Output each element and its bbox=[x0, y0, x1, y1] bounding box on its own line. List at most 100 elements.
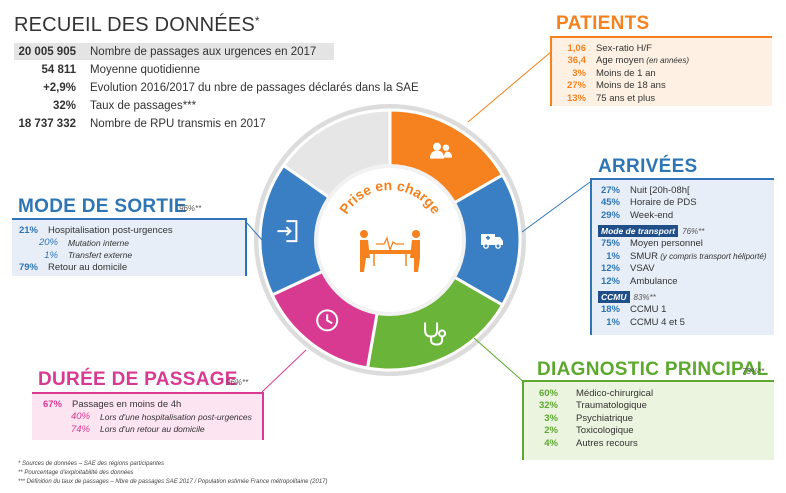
footnote-1: * Sources de données – SAE des régions p… bbox=[18, 461, 165, 467]
patients-title: PATIENTS bbox=[556, 13, 650, 34]
sortie-value: 21% bbox=[18, 224, 38, 236]
patients-label: Age moyen (en années) bbox=[596, 55, 689, 67]
diagnostic-value: 60% bbox=[538, 387, 558, 399]
transport-header: Mode de transport 76%** bbox=[598, 225, 768, 238]
duree-row: 40% Lors d'une hospitalisation post-urgen… bbox=[38, 411, 256, 424]
patients-row: 36,4 Age moyen (en années) bbox=[558, 55, 766, 68]
arrivees-value: 45% bbox=[600, 197, 620, 209]
duree-value: 67% bbox=[42, 398, 62, 410]
duree-row: 67% Passages en moins de 4h bbox=[38, 398, 256, 411]
duree-title: DURÉE DE PASSAGE bbox=[38, 369, 238, 390]
sortie-value: 20% bbox=[38, 237, 58, 249]
recueil-value: 32% bbox=[52, 99, 76, 112]
footnote-3: *** Définition du taux de passages – Nbr… bbox=[18, 479, 328, 485]
sortie-label: Mutation interne bbox=[68, 237, 129, 248]
transport-label-note: (y compris transport héliporté) bbox=[657, 251, 767, 261]
diagnostic-label: Autres recours bbox=[576, 437, 638, 449]
patients-row: 13% 75 ans et plus bbox=[558, 92, 766, 105]
transport-row: 75% Moyen personnel bbox=[598, 238, 768, 251]
diagnostic-row: 60% Médico-chirurgical bbox=[530, 387, 768, 400]
ccmu-row: 1% CCMU 4 et 5 bbox=[598, 316, 768, 329]
recueil-label: Evolution 2016/2017 du nbre de passages … bbox=[90, 81, 419, 94]
transport-row: 12% Ambulance bbox=[598, 275, 768, 288]
sortie-value: 1% bbox=[44, 249, 58, 261]
transport-tag: Mode de transport bbox=[598, 225, 679, 237]
duree-label: Lors d'une hospitalisation post-urgences bbox=[100, 411, 252, 422]
duree-label: Lors d'un retour au domicile bbox=[100, 424, 205, 435]
recueil-value: 54 811 bbox=[41, 63, 76, 76]
transport-value: 1% bbox=[606, 250, 620, 262]
recueil-label: Moyenne quotidienne bbox=[90, 63, 200, 76]
sortie-connector bbox=[245, 221, 263, 241]
diagnostic-label: Traumatologique bbox=[576, 400, 647, 412]
duree-box: 67% Passages en moins de 4h 40% Lors d'une … bbox=[32, 392, 264, 440]
transport-label: SMUR (y compris transport héliporté) bbox=[630, 250, 767, 262]
diagnostic-value: 4% bbox=[544, 437, 558, 449]
recueil-row: 54 811 Moyenne quotidienne bbox=[14, 61, 334, 78]
arrivees-row: 45% Horaire de PDS bbox=[598, 197, 768, 210]
ccmu-header: CCMU 83%** bbox=[598, 291, 768, 304]
diagnostic-title: DIAGNOSTIC PRINCIPAL bbox=[537, 359, 769, 380]
patients-row: 1,06 Sex-ratio H/F bbox=[558, 42, 766, 55]
patients-label: Sex-ratio H/F bbox=[596, 42, 652, 54]
patients-label: Moins de 1 an bbox=[596, 67, 656, 79]
sortie-box: 21% Hospitalisation post-urgences 20% Mutat… bbox=[12, 218, 247, 276]
duree-value: 74% bbox=[70, 423, 90, 435]
duree-label: Passages en moins de 4h bbox=[72, 398, 182, 410]
transport-label: VSAV bbox=[630, 263, 655, 275]
diagnostic-label: Médico-chirurgical bbox=[576, 387, 654, 399]
diagnostic-row: 2% Toxicologique bbox=[530, 425, 768, 438]
recueil-label: Taux de passages*** bbox=[90, 99, 197, 112]
recueil-label: Nombre de RPU transmis en 2017 bbox=[90, 117, 266, 130]
arrivees-label: Week-end bbox=[630, 209, 674, 221]
diagnostic-note: 73%** bbox=[742, 367, 765, 376]
patients-value: 1,06 bbox=[567, 42, 587, 54]
patients-label: Moins de 18 ans bbox=[596, 80, 666, 92]
patients-value: 13% bbox=[566, 92, 586, 104]
arrivees-row: 27% Nuit [20h-08h[ bbox=[598, 184, 768, 197]
sortie-value: 79% bbox=[18, 262, 38, 274]
users-icon bbox=[430, 142, 452, 159]
ccmu-label: CCMU 1 bbox=[630, 304, 667, 316]
stethoscope-icon bbox=[424, 322, 447, 346]
duree-row: 74% Lors d'un retour au domicile bbox=[38, 423, 256, 436]
sortie-label: Retour au domicile bbox=[48, 262, 128, 274]
transport-value: 12% bbox=[600, 263, 620, 275]
ccmu-value: 18% bbox=[600, 304, 620, 316]
transport-label: Moyen personnel bbox=[630, 238, 703, 250]
ccmu-note: 83%** bbox=[633, 292, 656, 302]
patients-label: 75 ans et plus bbox=[596, 92, 656, 104]
transport-value: 12% bbox=[600, 275, 620, 287]
recueil-value: +2,9% bbox=[43, 81, 76, 94]
transport-label: Ambulance bbox=[630, 275, 678, 287]
diagnostic-box: 60% Médico-chirurgical 32% Traumatologique 3… bbox=[522, 380, 774, 460]
arrivees-label: Nuit [20h-08h[ bbox=[630, 184, 690, 196]
recueil-value: 18 737 332 bbox=[18, 117, 76, 130]
patients-value: 3% bbox=[572, 67, 586, 79]
clock-icon bbox=[316, 309, 339, 332]
sortie-row: 79% Retour au domicile bbox=[18, 262, 239, 275]
sortie-label: Hospitalisation post-urgences bbox=[48, 224, 173, 236]
transport-note: 76%** bbox=[682, 226, 705, 236]
diagnostic-value: 32% bbox=[538, 400, 558, 412]
center-disk bbox=[318, 168, 462, 312]
arrivees-connector bbox=[521, 181, 591, 233]
ccmu-row: 18% CCMU 1 bbox=[598, 304, 768, 317]
arrivees-value: 27% bbox=[600, 184, 620, 196]
arrivees-label: Horaire de PDS bbox=[630, 197, 697, 209]
diagnostic-row: 3% Psychiatrique bbox=[530, 412, 768, 425]
patients-row: 3% Moins de 1 an bbox=[558, 67, 766, 80]
recueil-title: RECUEIL DES DONNÉES* bbox=[14, 14, 260, 36]
transport-value: 75% bbox=[600, 238, 620, 250]
transport-row: 12% VSAV bbox=[598, 263, 768, 276]
recueil-row: 20 005 905 Nombre de passages aux urgence… bbox=[14, 43, 334, 60]
footnote-2: ** Pourcentage d'exploitabilité des donn… bbox=[18, 470, 134, 476]
stretcher-icon bbox=[360, 230, 420, 272]
exit-door-icon bbox=[277, 220, 298, 243]
patients-value: 27% bbox=[566, 80, 586, 92]
sortie-row: 1% Transfert externe bbox=[18, 249, 239, 262]
duree-value: 40% bbox=[70, 411, 90, 423]
arrivees-title: ARRIVÉES bbox=[598, 156, 698, 177]
footnotes: * Sources de données – SAE des régions p… bbox=[18, 460, 328, 487]
